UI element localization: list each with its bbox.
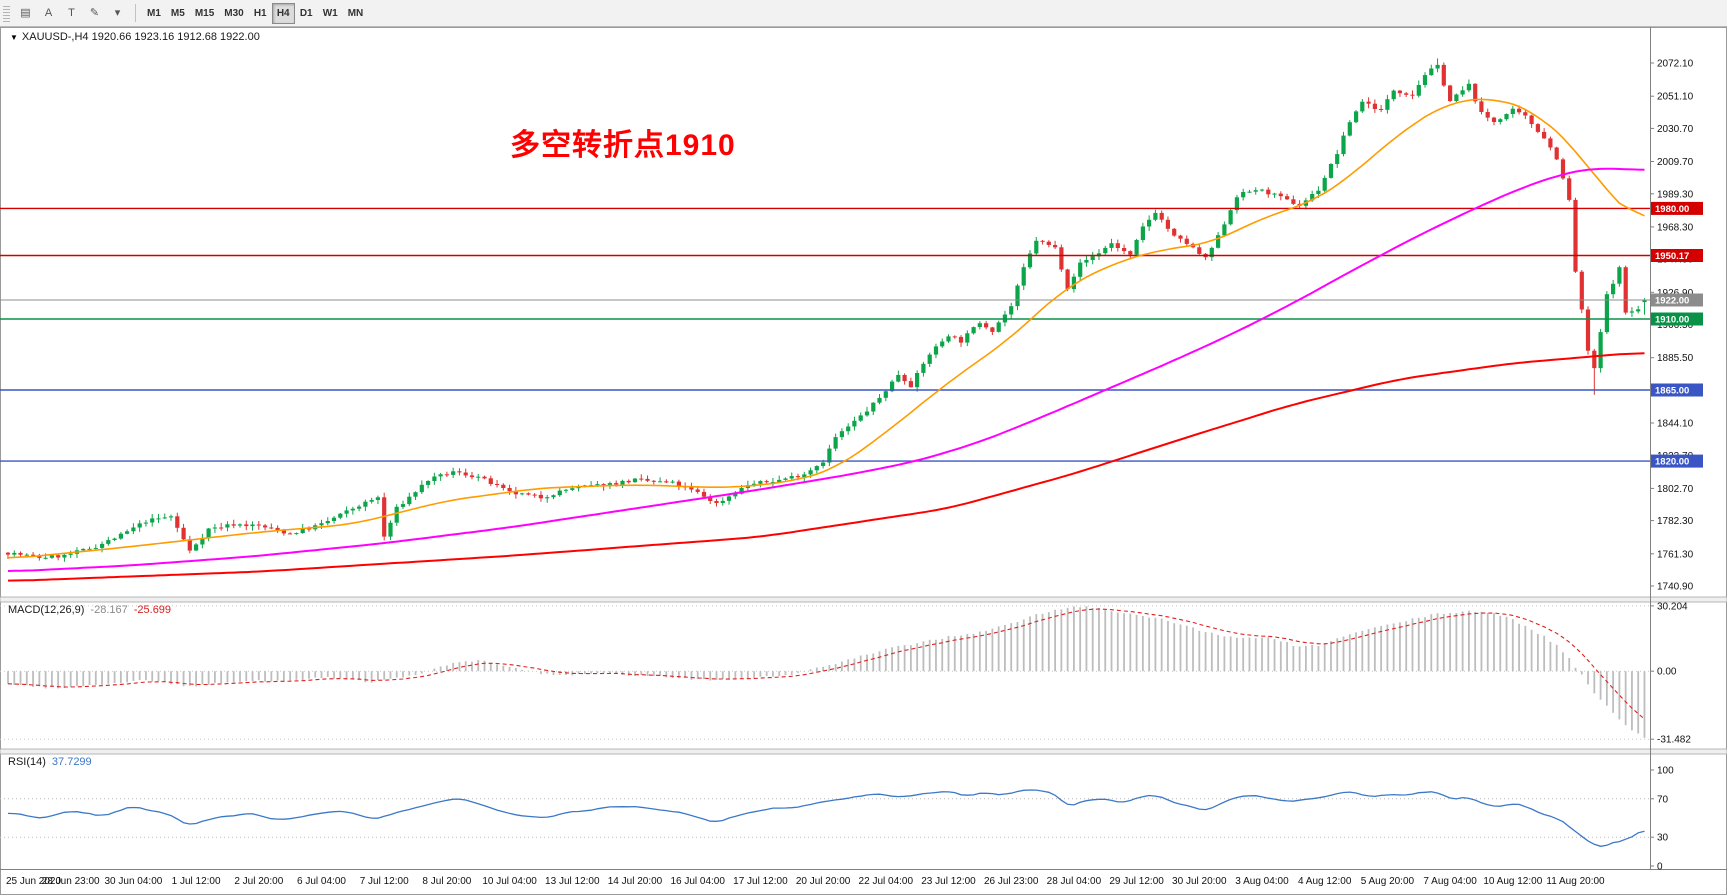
svg-text:16 Jul 04:00: 16 Jul 04:00 [670, 876, 725, 887]
svg-text:8 Jul 20:00: 8 Jul 20:00 [422, 876, 471, 887]
timeframe-m15[interactable]: M15 [190, 3, 219, 24]
svg-text:1980.00: 1980.00 [1655, 204, 1689, 215]
horizontal-level-lines[interactable] [0, 207, 1650, 462]
svg-text:4 Aug 12:00: 4 Aug 12:00 [1298, 876, 1352, 887]
svg-text:1740.90: 1740.90 [1657, 582, 1694, 593]
svg-text:1820.00: 1820.00 [1655, 457, 1689, 468]
svg-text:2051.10: 2051.10 [1657, 92, 1694, 103]
svg-text:5 Aug 20:00: 5 Aug 20:00 [1361, 876, 1415, 887]
candlestick-series [5, 58, 1647, 562]
price-badge-1865.00: 1865.00 [1651, 383, 1703, 397]
svg-text:1761.30: 1761.30 [1657, 549, 1694, 560]
macd-panel-series: 30.204 0.00 -31.482 [0, 601, 1691, 746]
svg-text:28 Jun 23:00: 28 Jun 23:00 [42, 876, 100, 887]
svg-text:1885.50: 1885.50 [1657, 353, 1694, 364]
svg-text:10 Aug 12:00: 10 Aug 12:00 [1483, 876, 1542, 887]
price-badge-1980.00: 1980.00 [1651, 201, 1703, 215]
svg-text:1910.00: 1910.00 [1655, 315, 1689, 326]
svg-text:-31.482: -31.482 [1657, 735, 1691, 746]
svg-text:1782.30: 1782.30 [1657, 516, 1694, 527]
top-toolbar: ▤ A T ✎ ▾ M1 M5 M15 M30 H1 H4 D1 W1 MN [0, 0, 1727, 27]
rsi-line [7, 789, 1645, 847]
svg-text:1968.30: 1968.30 [1657, 222, 1694, 233]
text-tool-icon[interactable]: T [60, 3, 83, 24]
svg-text:30.204: 30.204 [1657, 601, 1688, 612]
svg-text:28 Jul 04:00: 28 Jul 04:00 [1047, 876, 1102, 887]
svg-text:30 Jun 04:00: 30 Jun 04:00 [104, 876, 162, 887]
chart-windows-icon[interactable]: ▤ [14, 3, 37, 24]
svg-text:1802.70: 1802.70 [1657, 484, 1694, 495]
svg-text:13 Jul 12:00: 13 Jul 12:00 [545, 876, 600, 887]
svg-text:3 Aug 04:00: 3 Aug 04:00 [1235, 876, 1289, 887]
draw-arrow-icon[interactable]: ✎ [83, 3, 106, 24]
svg-text:30: 30 [1657, 833, 1669, 844]
svg-text:0.00: 0.00 [1657, 667, 1677, 678]
svg-text:29 Jul 12:00: 29 Jul 12:00 [1109, 876, 1164, 887]
timeframe-h4[interactable]: H4 [271, 2, 295, 24]
ma-mid-line [7, 167, 1645, 572]
text-label-a-icon[interactable]: A [37, 3, 60, 24]
macd-signal-line [7, 608, 1645, 720]
price-badge-1950.17: 1950.17 [1651, 249, 1703, 262]
svg-text:1865.00: 1865.00 [1655, 386, 1689, 397]
svg-text:2009.70: 2009.70 [1657, 157, 1694, 168]
timeframe-m30[interactable]: M30 [219, 3, 248, 24]
dropdown-caret-icon[interactable]: ▾ [106, 3, 129, 24]
timeframe-d1[interactable]: D1 [295, 3, 318, 24]
svg-text:23 Jul 12:00: 23 Jul 12:00 [921, 876, 976, 887]
svg-text:1 Jul 12:00: 1 Jul 12:00 [172, 876, 221, 887]
ma-fast-line [7, 98, 1645, 559]
chart-canvas: 30.204 0.00 -31.482 100 70 30 0 2072.10 2051.1… [0, 27, 1727, 895]
svg-text:7 Jul 12:00: 7 Jul 12:00 [360, 876, 409, 887]
svg-text:17 Jul 12:00: 17 Jul 12:00 [733, 876, 788, 887]
svg-text:30 Jul 20:00: 30 Jul 20:00 [1172, 876, 1227, 887]
svg-text:14 Jul 20:00: 14 Jul 20:00 [608, 876, 663, 887]
svg-text:11 Aug 20:00: 11 Aug 20:00 [1546, 876, 1605, 887]
timeframe-h1[interactable]: H1 [249, 3, 272, 24]
svg-text:0: 0 [1657, 862, 1663, 873]
svg-text:2 Jul 20:00: 2 Jul 20:00 [234, 876, 283, 887]
svg-text:7 Aug 04:00: 7 Aug 04:00 [1423, 876, 1477, 887]
timeframe-m1[interactable]: M1 [142, 3, 166, 24]
svg-text:1950.17: 1950.17 [1655, 251, 1689, 262]
svg-text:1926.90: 1926.90 [1657, 288, 1694, 299]
svg-text:2072.10: 2072.10 [1657, 59, 1694, 70]
svg-text:1989.30: 1989.30 [1657, 189, 1694, 200]
drawing-tools-group: ▤ A T ✎ ▾ [14, 3, 129, 24]
price-level-badges: 1980.00 1950.17 1922.00 1910.00 1865.00 1820.… [1651, 201, 1703, 468]
timeframe-toolbar: M1 M5 M15 M30 H1 H4 D1 W1 MN [142, 2, 369, 24]
svg-text:20 Jul 20:00: 20 Jul 20:00 [796, 876, 851, 887]
timeframe-mn[interactable]: MN [343, 3, 369, 24]
svg-text:26 Jul 23:00: 26 Jul 23:00 [984, 876, 1039, 887]
svg-text:100: 100 [1657, 766, 1674, 777]
svg-text:6 Jul 04:00: 6 Jul 04:00 [297, 876, 346, 887]
svg-text:22 Jul 04:00: 22 Jul 04:00 [859, 876, 914, 887]
toolbar-separator [135, 4, 136, 22]
ma-slow-line [7, 352, 1645, 582]
timeframe-m5[interactable]: M5 [166, 3, 190, 24]
price-badge-1910.00: 1910.00 [1651, 312, 1703, 326]
rsi-panel-series: 100 70 30 0 [0, 766, 1674, 873]
svg-text:1922.00: 1922.00 [1655, 296, 1689, 307]
moving-average-lines [7, 98, 1645, 582]
timeframe-w1[interactable]: W1 [318, 3, 343, 24]
price-badge-1922.00: 1922.00 [1651, 293, 1703, 307]
svg-text:70: 70 [1657, 794, 1669, 805]
price-badge-1820.00: 1820.00 [1651, 454, 1703, 468]
toolbar-drag-handle-icon[interactable] [3, 4, 10, 22]
svg-text:10 Jul 04:00: 10 Jul 04:00 [482, 876, 537, 887]
svg-text:1844.10: 1844.10 [1657, 419, 1694, 430]
svg-text:2030.70: 2030.70 [1657, 124, 1694, 135]
svg-text:25 Jun 2020: 25 Jun 2020 [6, 876, 61, 887]
